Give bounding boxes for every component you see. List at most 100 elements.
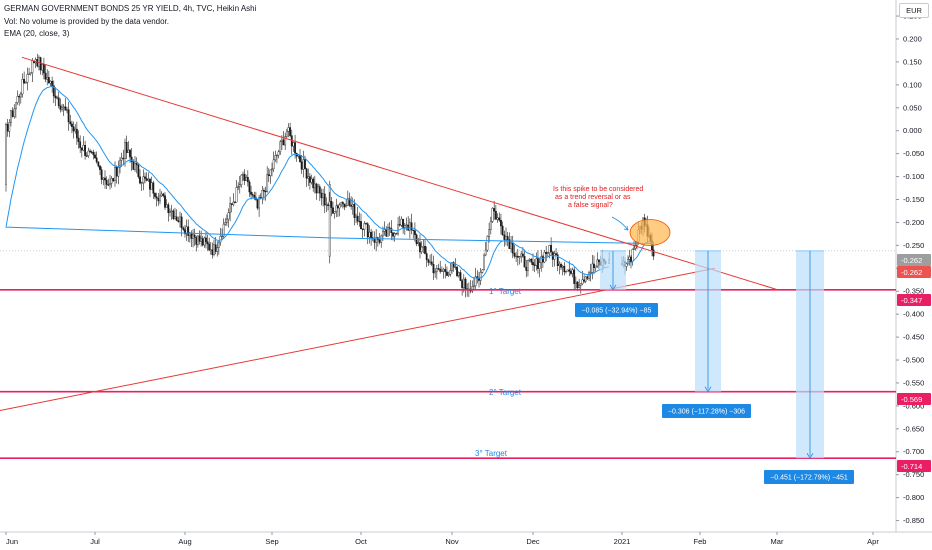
candle-body	[89, 150, 91, 152]
candle-body	[258, 197, 261, 209]
candle-body	[211, 249, 214, 255]
candle-body	[184, 229, 186, 235]
candle-body	[566, 269, 569, 272]
candle-body	[243, 173, 246, 181]
candle-body	[484, 249, 487, 256]
candle-body	[355, 215, 357, 218]
candle-body	[520, 253, 523, 257]
candle-body	[481, 269, 484, 273]
candle-body	[317, 186, 320, 194]
measure-arrowhead	[806, 452, 814, 459]
candle-body	[115, 167, 118, 177]
candle-body	[100, 169, 103, 180]
x-tick-label: Jul	[90, 537, 100, 546]
candle-body	[351, 203, 354, 207]
candle-body	[414, 230, 416, 236]
candle-body	[535, 258, 538, 266]
candle-body	[51, 81, 54, 86]
candle-body	[294, 142, 296, 154]
measure-label: −0.451 (−172.79%) −451	[770, 475, 848, 482]
candle-body	[434, 271, 437, 274]
candle-body	[240, 174, 243, 185]
candle-body	[348, 198, 351, 206]
candle-body	[382, 231, 384, 237]
candle-body	[172, 210, 175, 219]
x-tick-label: Aug	[178, 537, 191, 546]
candle-body	[483, 254, 485, 271]
candle-body	[462, 278, 465, 288]
candle-body	[555, 253, 557, 255]
candle-body	[310, 178, 313, 183]
candle-body	[56, 97, 58, 99]
candle-body	[79, 141, 82, 148]
candle-body	[300, 161, 303, 170]
candle-body	[488, 229, 491, 237]
y-tick-label: -0.200	[903, 218, 924, 227]
candle-body	[200, 238, 203, 242]
candle-body	[95, 157, 98, 163]
candle-body	[412, 229, 415, 231]
candle-body	[390, 228, 393, 234]
candle-body	[422, 245, 425, 248]
indicator-legend[interactable]: EMA (20, close, 3)	[4, 29, 70, 38]
candle-body	[405, 224, 408, 226]
candle-body	[69, 121, 72, 125]
x-tick-label: Sep	[265, 537, 278, 546]
candle-body	[471, 286, 474, 292]
candle-body	[216, 247, 219, 252]
candle-body	[299, 155, 301, 162]
candle-body	[437, 268, 440, 270]
candle-body	[47, 77, 50, 84]
candle-body	[105, 179, 108, 185]
candle-body	[150, 182, 153, 190]
candle-body	[174, 216, 176, 219]
candle-body	[251, 194, 254, 196]
candle-body	[452, 262, 455, 268]
candle-body	[177, 220, 180, 222]
candle-body	[206, 241, 209, 245]
candle-body	[39, 57, 42, 71]
candle-body	[285, 130, 288, 137]
candle-body	[245, 177, 248, 181]
candle-body	[506, 236, 509, 240]
candle-body	[570, 271, 572, 274]
candle-body	[175, 216, 178, 221]
candle-body	[256, 199, 259, 209]
candle-body	[155, 196, 158, 199]
candle-body	[170, 210, 173, 212]
candle-body	[144, 176, 146, 179]
x-tick-label: Dec	[526, 537, 540, 546]
candle-body	[365, 223, 367, 225]
candle-body	[209, 249, 212, 251]
target-label: 1° Target	[489, 287, 522, 296]
candle-body	[97, 161, 100, 167]
x-tick-label: Feb	[694, 537, 707, 546]
candle-body	[41, 64, 44, 71]
candle-body	[335, 205, 338, 212]
candle-body	[408, 222, 411, 231]
currency-button[interactable]: EUR	[899, 3, 929, 18]
candle-body	[145, 178, 148, 181]
candle-body	[543, 252, 546, 263]
y-tick-label: -0.250	[903, 241, 924, 250]
candle-body	[229, 203, 232, 213]
candle-body	[62, 106, 65, 108]
annotation-text: a false signal?	[568, 202, 613, 209]
candle-body	[565, 270, 567, 273]
candle-body	[129, 149, 131, 158]
candle-body	[213, 244, 215, 255]
candle-body	[74, 128, 77, 132]
candle-body	[385, 229, 388, 237]
candle-body	[26, 74, 29, 83]
candle-body	[498, 217, 501, 221]
candle-body	[631, 249, 634, 262]
candle-body	[540, 256, 543, 263]
candle-body	[237, 186, 240, 188]
spike-highlight	[629, 219, 671, 246]
target-label: 2° Target	[489, 388, 522, 397]
candle-body	[195, 237, 198, 245]
candle-body	[187, 226, 190, 236]
candle-body	[459, 272, 462, 281]
x-tick-label: 2021	[614, 537, 631, 546]
